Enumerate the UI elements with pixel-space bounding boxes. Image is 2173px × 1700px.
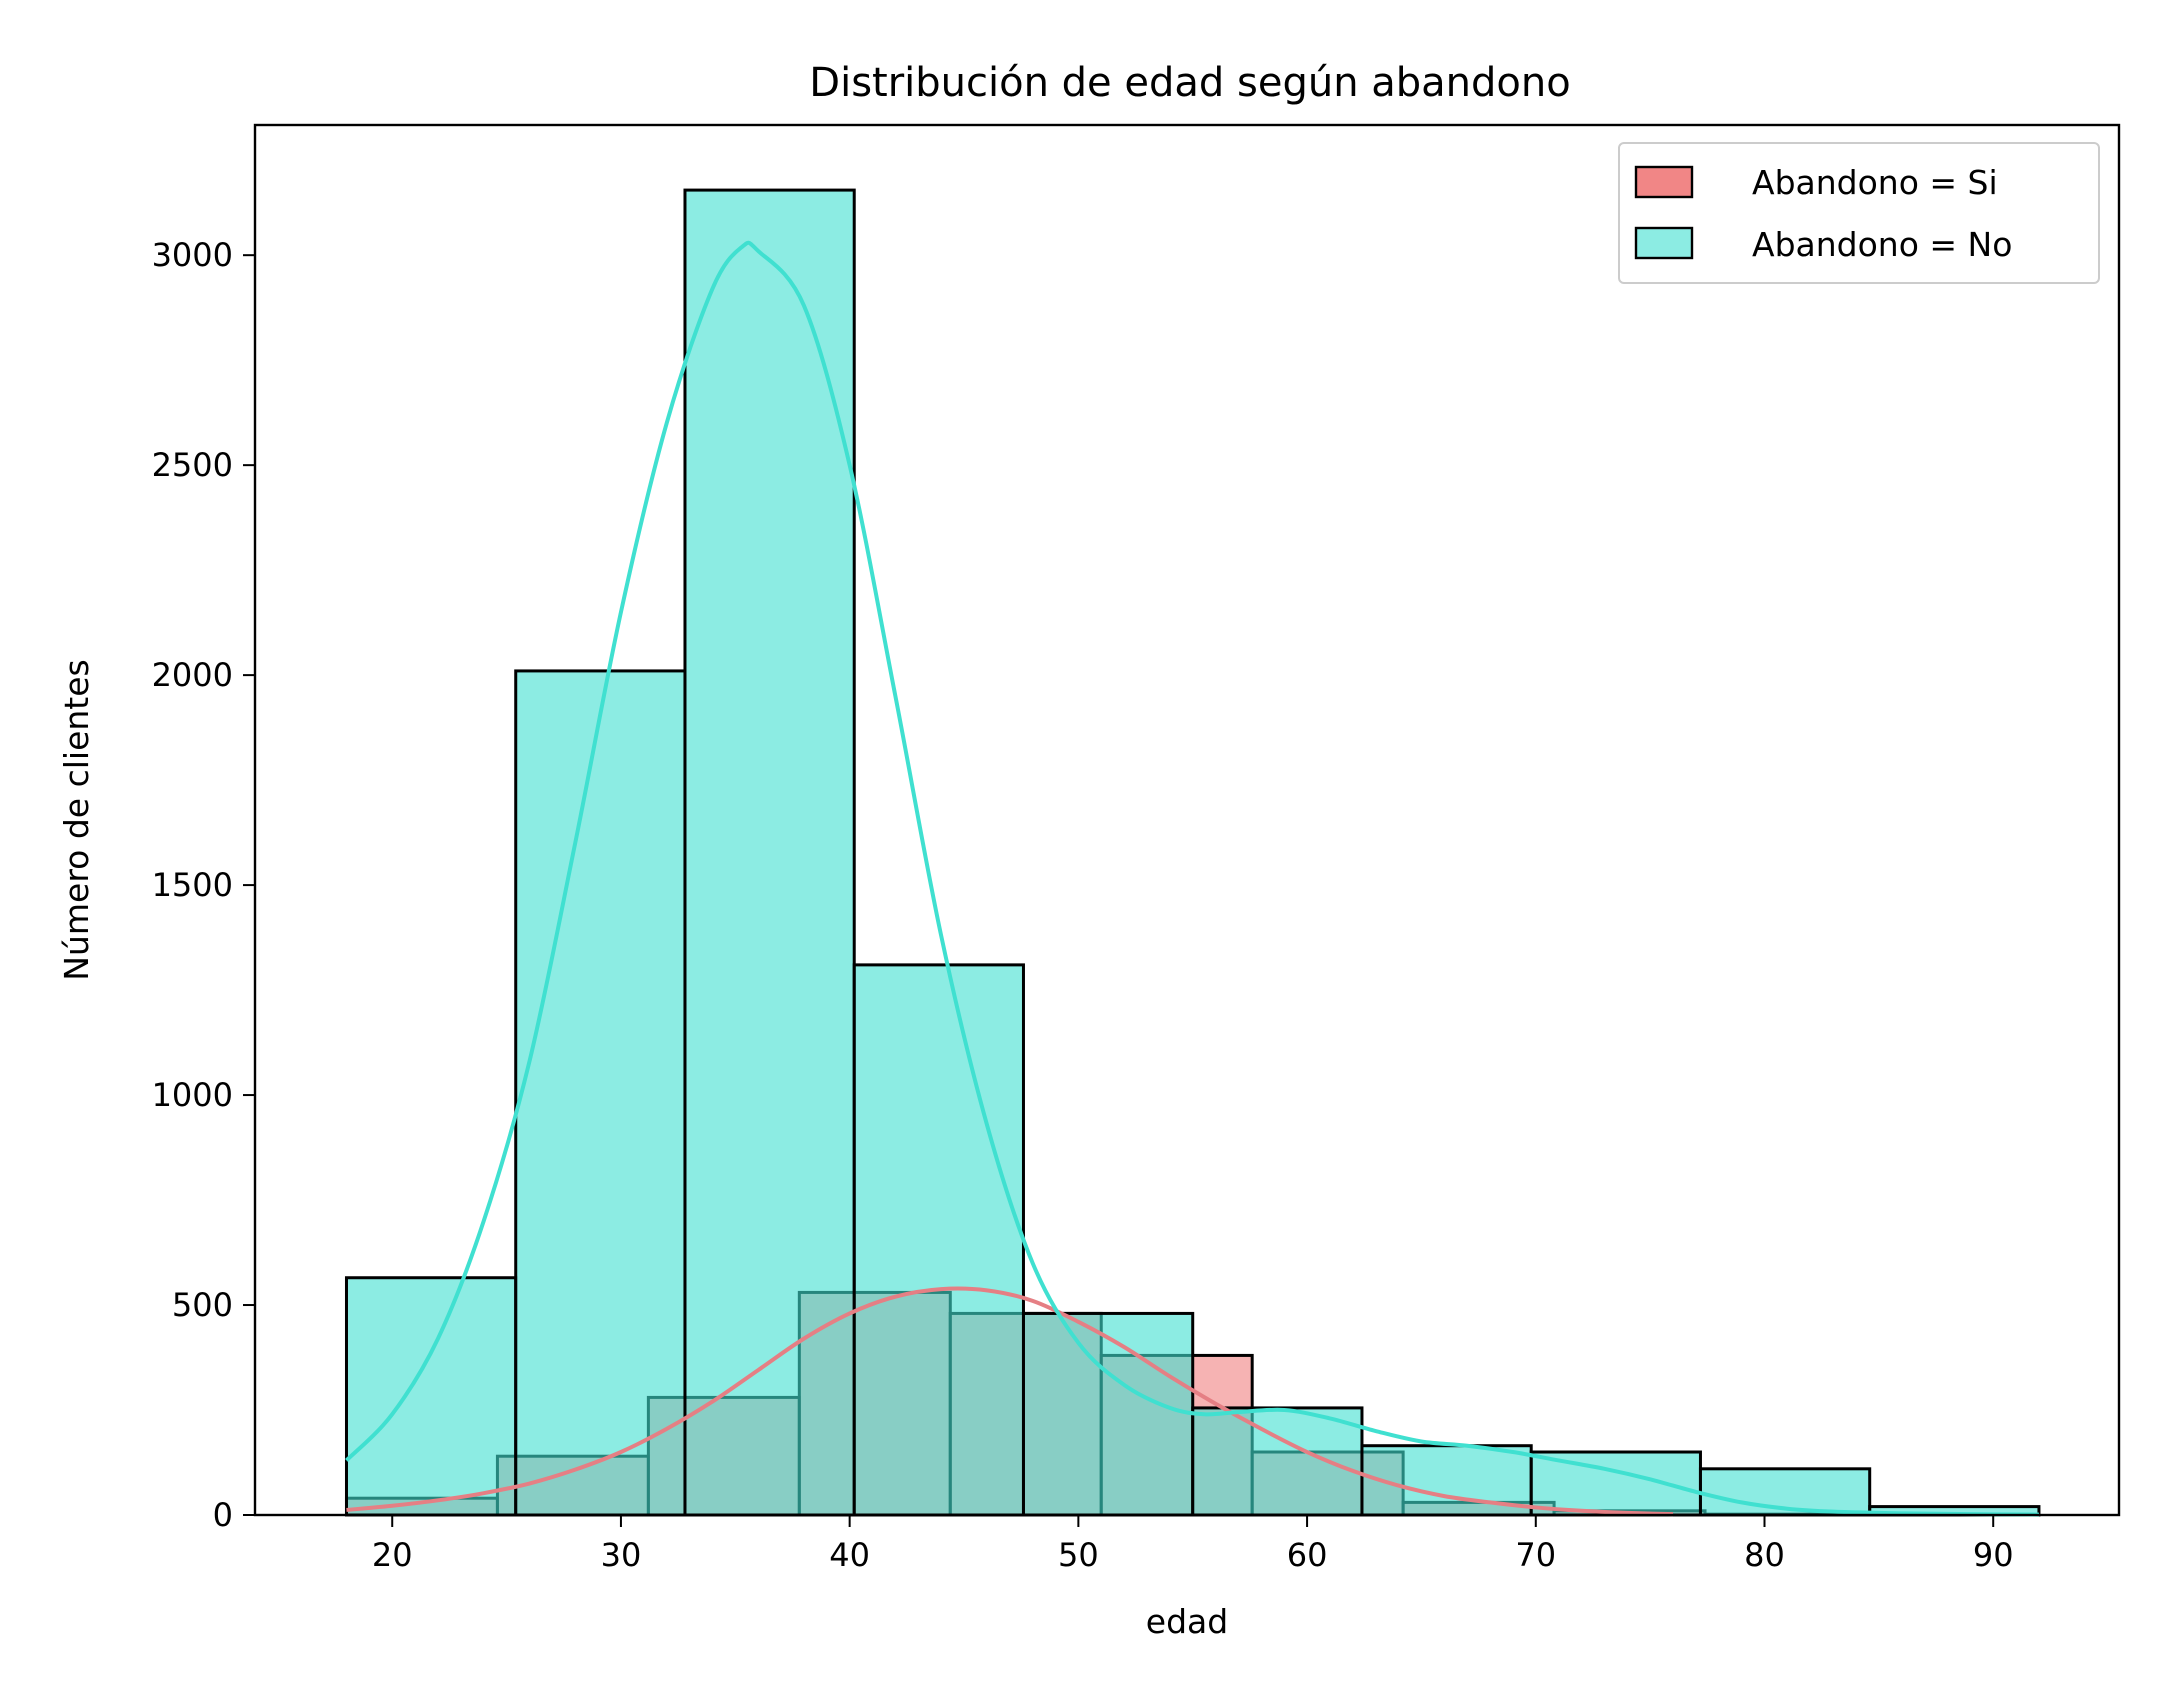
y-tick-label: 2500 [152,446,233,484]
y-tick-label: 0 [213,1496,233,1534]
legend: Abandono = Si Abandono = No [1618,142,2100,284]
y-tick-label: 1500 [152,866,233,904]
x-tick-label: 30 [601,1536,642,1574]
x-tick-label: 90 [1973,1536,2014,1574]
legend-swatch-abandono-no [1634,226,1694,260]
y-axis-label: Número de clientes [57,659,96,980]
y-axis: 0 500 1000 1500 2000 2500 3000 [152,236,255,1534]
chart-title: Distribución de edad según abandono [809,60,1570,106]
legend-swatch-abandono-si [1634,165,1694,199]
legend-label-abandono-no: Abandono = No [1752,225,2012,264]
kde-line-abandono-si [346,1286,1674,1517]
x-tick-label: 80 [1744,1536,1785,1574]
x-axis-label: edad [1146,1602,1228,1641]
bar-abandono-no-3 [852,963,1025,1517]
x-tick-label: 60 [1287,1536,1328,1574]
plot-frame [253,123,2121,1517]
bar-abandono-no-5 [1191,1406,1364,1517]
y-tick-label: 1000 [152,1076,233,1114]
kde-lines [345,240,2039,1517]
y-tick-label: 2000 [152,656,233,694]
bar-abandono-no-2 [683,188,856,1517]
series-abandono-no-bars [344,188,2041,1517]
legend-label-abandono-si: Abandono = Si [1752,163,1998,202]
kde-line-abandono-no [345,240,2039,1517]
y-tick-label: 3000 [152,236,233,274]
legend-box [1618,142,2100,284]
y-tick-label: 500 [172,1286,233,1324]
x-tick-label: 50 [1058,1536,1099,1574]
bar-abandono-no-1 [514,669,687,1517]
x-tick-label: 70 [1515,1536,1556,1574]
x-tick-label: 20 [372,1536,413,1574]
x-tick-label: 40 [829,1536,870,1574]
bar-abandono-no-4 [1021,1311,1195,1517]
x-axis: 20 30 40 50 60 70 80 90 [372,1515,2014,1574]
bar-abandono-no-0 [344,1276,518,1517]
